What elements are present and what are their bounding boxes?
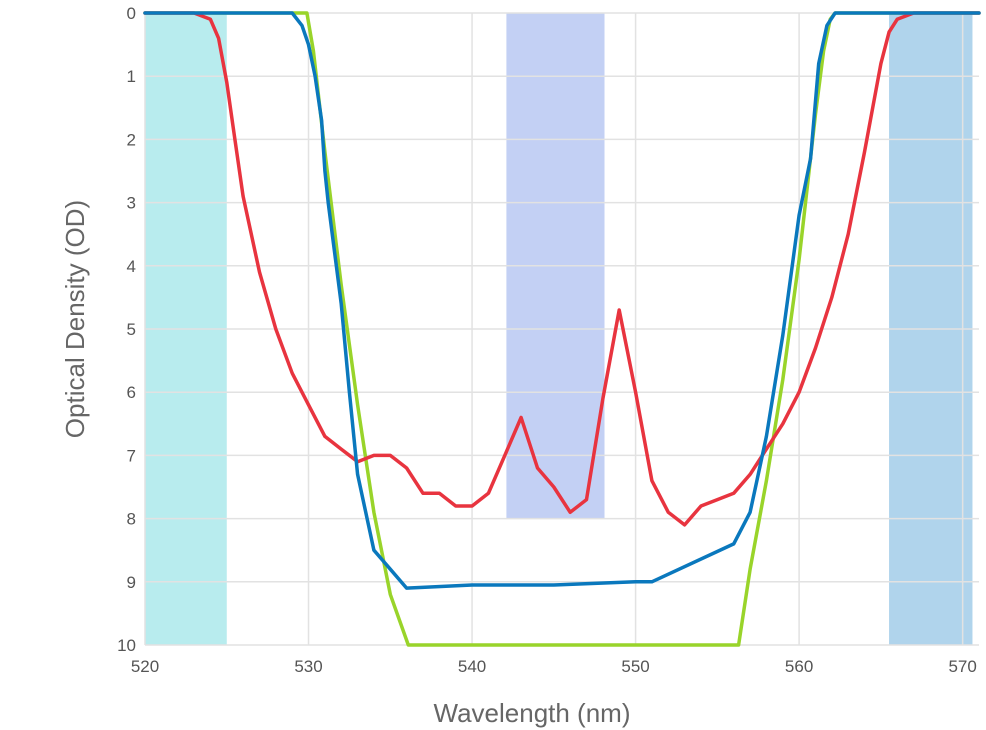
y-tick-label-0: 0 xyxy=(127,4,136,23)
y-tick-label-5: 5 xyxy=(127,320,136,339)
y-tick-label-9: 9 xyxy=(127,573,136,592)
y-tick-label-7: 7 xyxy=(127,446,136,465)
x-tick-label-560: 560 xyxy=(785,657,813,676)
y-tick-label-4: 4 xyxy=(127,257,136,276)
series-line-1 xyxy=(143,11,981,527)
y-tick-label-2: 2 xyxy=(127,130,136,149)
x-tick-label-550: 550 xyxy=(621,657,649,676)
y-axis-title: Optical Density (OD) xyxy=(60,200,90,438)
x-tick-label-520: 520 xyxy=(131,657,159,676)
y-tick-label-6: 6 xyxy=(127,383,136,402)
x-tick-label-570: 570 xyxy=(948,657,976,676)
x-tick-label-530: 530 xyxy=(294,657,322,676)
x-axis-ticks: 520 530 540 550 560 570 xyxy=(131,657,977,676)
y-tick-label-3: 3 xyxy=(127,194,136,213)
x-axis-title: Wavelength (nm) xyxy=(434,698,631,728)
y-tick-label-1: 1 xyxy=(127,67,136,86)
y-tick-label-10: 10 xyxy=(117,636,136,655)
y-tick-label-8: 8 xyxy=(127,510,136,529)
grid xyxy=(144,12,979,646)
series-line-2 xyxy=(143,11,981,590)
x-tick-label-540: 540 xyxy=(458,657,486,676)
series-line-0 xyxy=(143,11,981,647)
series-lines xyxy=(143,11,981,647)
y-axis-ticks: 0 1 2 3 4 5 6 7 8 9 10 xyxy=(117,4,136,655)
